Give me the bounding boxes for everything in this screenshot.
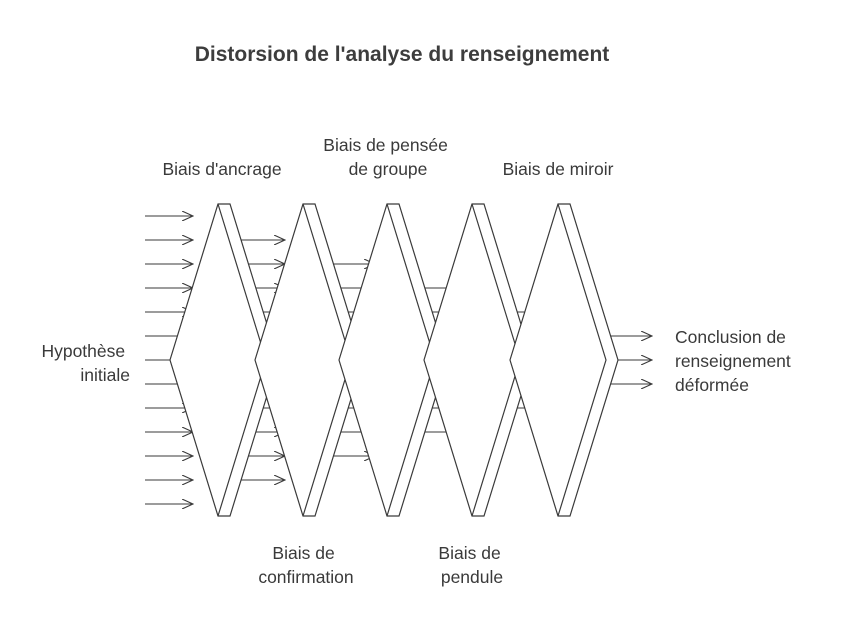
output-label: Conclusion de renseignement déformée bbox=[675, 327, 796, 395]
chevron-shape bbox=[254, 203, 364, 517]
stage-label-pensee-groupe-line-1: Biais de pensée bbox=[323, 135, 448, 155]
stage-chevron-confirmation bbox=[254, 203, 364, 517]
stage-label-pendule: Biais de pendule bbox=[438, 543, 505, 587]
stage-label-ancrage-line-1: Biais d'ancrage bbox=[162, 159, 281, 179]
chevron-shape bbox=[423, 203, 533, 517]
chevron-inner-edge bbox=[557, 203, 607, 517]
stage-label-confirmation-line-1: Biais de bbox=[272, 543, 334, 563]
diagram-title: Distorsion de l'analyse du renseignement bbox=[195, 43, 610, 66]
stage-chevron-pendule bbox=[423, 203, 533, 517]
stage-chevrons bbox=[169, 203, 619, 517]
stage-label-ancrage: Biais d'ancrage bbox=[162, 159, 281, 179]
output-label-line-2: renseignement bbox=[675, 351, 791, 371]
stage-label-confirmation-line-2: confirmation bbox=[258, 567, 353, 587]
input-label-line-1: Hypothèse bbox=[41, 341, 125, 361]
stage-label-miroir-line-1: Biais de miroir bbox=[503, 159, 614, 179]
stage-label-pendule-line-1: Biais de bbox=[438, 543, 500, 563]
stage-chevron-miroir bbox=[509, 203, 619, 517]
input-label: Hypothèse initiale bbox=[41, 341, 130, 385]
chevron-shape bbox=[509, 203, 619, 517]
input-label-line-2: initiale bbox=[80, 365, 130, 385]
stage-label-pensee-groupe-line-2: de groupe bbox=[349, 159, 428, 179]
chevron-shape bbox=[169, 203, 279, 517]
stage-label-pendule-line-2: pendule bbox=[441, 567, 503, 587]
output-label-line-3: déformée bbox=[675, 375, 749, 395]
stage-label-pensee-groupe: Biais de pensée de groupe bbox=[323, 135, 452, 179]
stage-label-miroir: Biais de miroir bbox=[503, 159, 614, 179]
stage-chevron-pensee-groupe bbox=[338, 203, 448, 517]
output-label-line-1: Conclusion de bbox=[675, 327, 786, 347]
chevron-shape bbox=[338, 203, 448, 517]
stage-label-confirmation: Biais de confirmation bbox=[258, 543, 353, 587]
